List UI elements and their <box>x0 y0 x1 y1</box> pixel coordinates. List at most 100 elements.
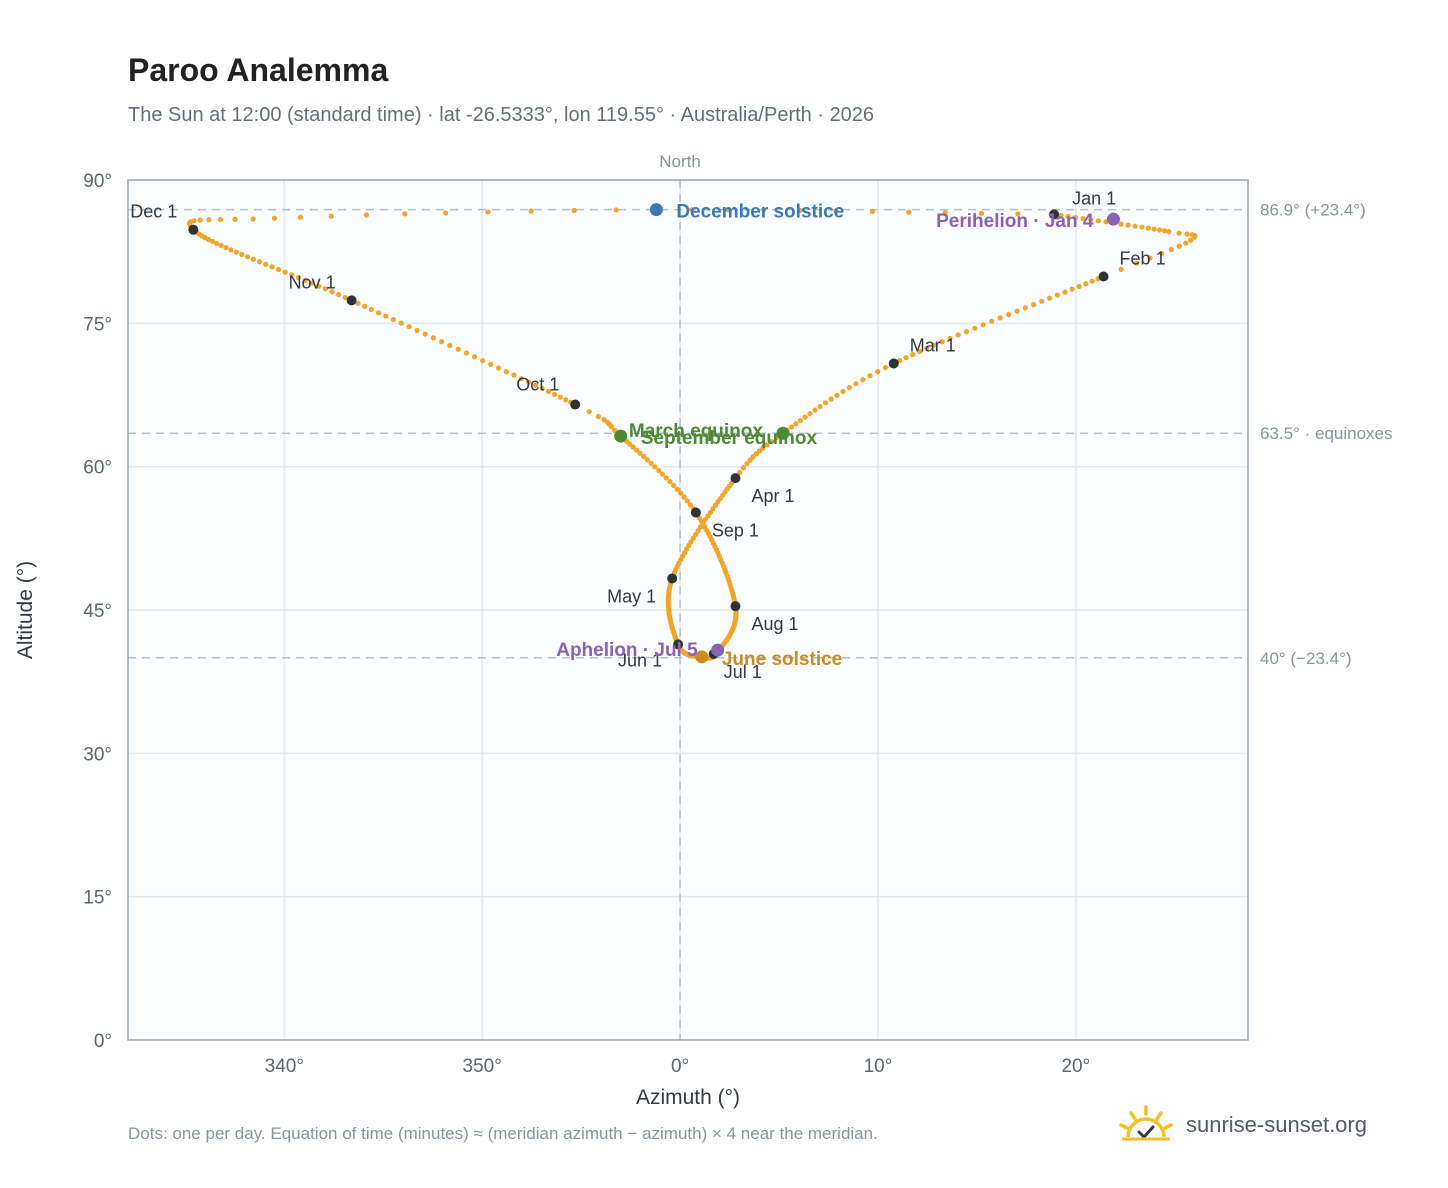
footnote: Dots: one per day. Equation of time (min… <box>128 1124 878 1143</box>
x-tick-label: 10° <box>864 1056 893 1077</box>
daily-sun-dot <box>1132 223 1138 229</box>
daily-sun-dot <box>834 392 840 398</box>
daily-sun-dot <box>1006 311 1012 318</box>
daily-sun-dot <box>383 313 389 319</box>
event-markers: December solstice Perihelion · Jan 4 March… <box>556 202 1120 670</box>
month-marker-label: Oct 1 <box>516 375 559 395</box>
daily-sun-dot <box>601 417 607 423</box>
event-marker <box>711 643 725 657</box>
month-marker-label: May 1 <box>607 586 656 606</box>
daily-sun-dot <box>659 471 666 477</box>
daily-sun-dot <box>269 264 275 270</box>
daily-sun-dot <box>761 207 767 213</box>
month-marker-label: Aug 1 <box>751 614 798 634</box>
daily-sun-dot <box>695 528 701 534</box>
daily-sun-dot <box>1062 289 1068 295</box>
event-label: Perihelion · Jan 4 <box>936 211 1094 232</box>
month-marker <box>188 224 199 235</box>
daily-sun-dot <box>1145 225 1151 231</box>
daily-sun-dot <box>1072 214 1079 221</box>
sun-logo-icon <box>1119 1105 1173 1141</box>
daily-sun-dot <box>1191 234 1197 240</box>
daily-sun-dot <box>997 315 1003 321</box>
event-label: March equinox <box>629 421 764 442</box>
month-marker-label: Jul 1 <box>724 662 762 682</box>
daily-sun-dot <box>244 254 251 260</box>
daily-sun-dot <box>1168 246 1174 253</box>
daily-sun-dot <box>223 245 229 251</box>
event-label: December solstice <box>676 202 844 223</box>
month-marker-label: Jun 1 <box>618 650 662 670</box>
daily-sun-dot <box>232 216 238 222</box>
daily-sun-dot <box>906 209 912 215</box>
daily-sun-dot <box>282 269 288 275</box>
daily-sun-dot <box>1080 216 1086 222</box>
daily-sun-dot <box>191 218 197 224</box>
daily-sun-dot <box>217 216 224 223</box>
daily-sun-dot <box>1069 286 1075 292</box>
daily-sun-dot <box>586 409 592 415</box>
daily-sun-dot <box>463 350 469 356</box>
daily-sun-dot <box>1118 221 1124 227</box>
daily-sun-dot <box>488 361 494 367</box>
daily-sun-dot <box>1183 240 1189 246</box>
daily-sun-dot <box>1095 218 1101 224</box>
daily-sun-dot <box>978 210 985 216</box>
daily-sun-dot <box>963 329 970 335</box>
daily-sun-dot <box>1133 260 1140 266</box>
daily-sun-dot <box>846 385 852 391</box>
month-marker <box>1049 209 1060 220</box>
daily-sun-dot <box>532 382 539 388</box>
daily-sun-dot <box>233 249 239 255</box>
month-marker <box>690 507 701 518</box>
daily-sun-dot <box>471 354 478 360</box>
daily-sun-dot <box>406 324 412 330</box>
daily-sun-dot <box>563 397 569 403</box>
daily-sun-dot <box>788 424 795 430</box>
x-tick-label: 20° <box>1061 1056 1090 1077</box>
daily-sun-dot <box>768 438 775 445</box>
daily-sun-dot <box>1151 226 1157 232</box>
meridian-line: North <box>659 152 701 1040</box>
daily-sun-dot <box>511 372 517 378</box>
meridian-label: North <box>659 152 701 171</box>
daily-sun-dot <box>633 447 640 453</box>
month-marker <box>673 639 684 650</box>
x-axis-label: Azimuth (°) <box>636 1086 740 1109</box>
daily-sun-dot <box>1076 283 1082 290</box>
event-label: September equinox <box>641 428 818 449</box>
daily-sun-dot <box>1039 298 1045 304</box>
daily-sun-dot <box>209 238 216 245</box>
y-tick-label: 60° <box>83 458 112 479</box>
daily-sun-dot <box>239 251 245 258</box>
daily-sun-dot <box>1147 255 1153 261</box>
daily-sun-dot <box>322 286 328 292</box>
event-label: Aphelion · Jul 5 <box>556 640 698 661</box>
daily-sun-dot <box>528 208 534 214</box>
daily-sun-dot <box>793 421 799 427</box>
daily-sun-dot <box>1031 301 1037 308</box>
daily-sun-dot <box>329 289 335 295</box>
daily-sun-dot <box>390 316 397 323</box>
daily-sun-dot <box>485 209 491 215</box>
daily-sun-dot <box>613 207 619 213</box>
y-tick-label: 90° <box>83 171 112 192</box>
daily-sun-dot <box>681 494 687 500</box>
daily-sun-dot <box>361 303 368 309</box>
x-tick-label: 340° <box>265 1056 304 1077</box>
month-marker <box>1098 271 1109 282</box>
daily-sun-dot <box>947 335 953 341</box>
brand[interactable]: sunrise-sunset.org <box>1118 1100 1367 1150</box>
month-markers: Jan 1 Feb 1 Mar 1 Apr 1 May 1 Jun 1 Jul 1 Aug 1… <box>130 188 1165 682</box>
x-tick-label: 350° <box>463 1056 502 1077</box>
daily-sun-dot <box>1139 224 1145 230</box>
daily-sun-dot <box>595 413 602 420</box>
month-marker <box>570 399 581 410</box>
daily-sun-dot <box>882 364 889 371</box>
daily-sun-dot <box>931 342 938 348</box>
daily-sun-dot <box>687 502 693 508</box>
axes: 340° 350° 0° 10° 20° 0° 15° 30° 45° 60° 75° 90° Azim… <box>14 171 1090 1109</box>
daily-sun-dot <box>1083 281 1089 287</box>
daily-sun-dot <box>744 460 750 467</box>
brand-name: sunrise-sunset.org <box>1186 1112 1367 1137</box>
